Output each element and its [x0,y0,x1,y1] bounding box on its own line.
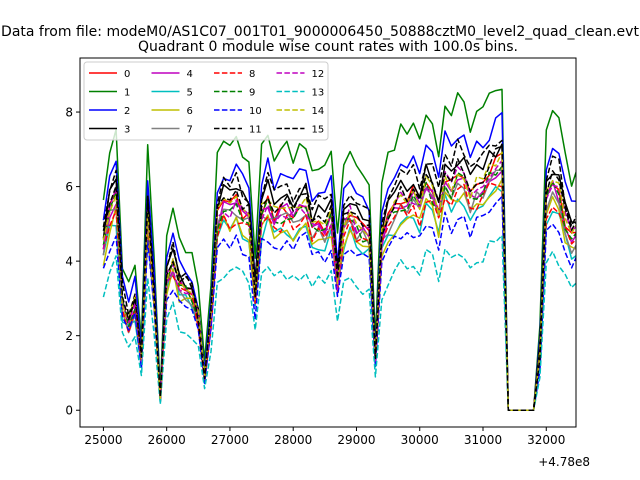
x-tick-label: 29000 [337,433,375,447]
x-tick-label: 31000 [464,433,502,447]
legend-label-4: 4 [187,69,193,80]
legend-label-2: 2 [124,106,130,117]
chart-title: Quadrant 0 module wise count rates with … [138,39,518,55]
legend-box [83,61,329,141]
x-tick-label: 30000 [401,433,439,447]
x-tick-label: 26000 [148,433,186,447]
x-tick-label: 28000 [274,433,312,447]
y-tick-label: 2 [65,329,73,343]
legend-label-0: 0 [124,69,130,80]
series-line-13 [102,234,576,411]
legend-label-14: 14 [312,106,325,117]
legend-label-12: 12 [312,69,325,80]
legend-label-7: 7 [187,125,193,136]
x-tick-label: 32000 [527,433,565,447]
x-tick-label: 27000 [211,433,249,447]
legend-label-13: 13 [312,88,325,99]
series-line-15 [102,145,576,411]
y-tick-label: 8 [65,106,73,120]
series-layer [102,88,576,411]
plot-frame [79,57,577,428]
series-line-9 [102,165,576,411]
legend-label-8: 8 [249,69,255,80]
legend-label-5: 5 [187,88,193,99]
figure-suptitle: Data from file: modeM0/AS1C07_001T01_900… [1,24,639,40]
x-tick-label: 25000 [84,433,122,447]
legend-label-15: 15 [312,125,325,136]
legend-label-10: 10 [249,106,262,117]
legend-label-9: 9 [249,88,255,99]
legend-label-1: 1 [124,88,130,99]
legend-label-11: 11 [249,125,262,136]
y-tick-label: 6 [65,180,73,194]
axis-layer: 25000 26000 27000 28000 29000 30000 31000 32000… [65,106,565,447]
legend-label-3: 3 [124,125,130,136]
legend-label-6: 6 [187,106,193,117]
y-tick-label: 0 [65,404,73,418]
x-offset-label: +4.78e8 [538,455,590,469]
series-line-10 [102,195,576,411]
series-line-1 [102,88,576,411]
y-tick-label: 4 [65,255,73,269]
